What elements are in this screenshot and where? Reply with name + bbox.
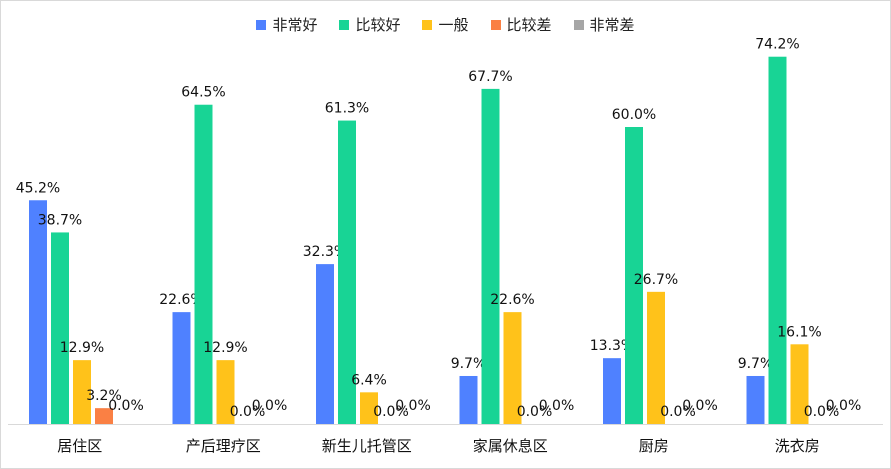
legend: 非常好 比较好 一般 比较差 非常差 xyxy=(0,14,891,35)
bar xyxy=(647,291,665,424)
data-label: 0.0% xyxy=(108,398,144,414)
data-label: 0.0% xyxy=(826,398,862,414)
legend-swatch xyxy=(422,19,433,30)
data-label: 0.0% xyxy=(252,398,288,414)
bar xyxy=(338,120,356,424)
data-label: 61.3% xyxy=(325,101,369,117)
data-label: 0.0% xyxy=(373,404,409,420)
data-label: 0.0% xyxy=(517,404,553,420)
bar xyxy=(216,360,235,424)
category-label: 居住区 xyxy=(57,437,102,455)
category-label: 家属休息区 xyxy=(473,437,548,455)
bar xyxy=(360,392,378,424)
bar xyxy=(481,88,500,424)
data-label: 26.7% xyxy=(634,272,678,288)
data-label: 9.7% xyxy=(738,356,774,372)
bar xyxy=(768,56,787,425)
data-label: 0.0% xyxy=(395,398,431,414)
legend-swatch xyxy=(339,19,350,30)
bar xyxy=(503,312,522,424)
data-label: 0.0% xyxy=(682,398,718,414)
category-label: 新生儿托管区 xyxy=(322,437,412,455)
legend-swatch xyxy=(490,19,501,30)
bar xyxy=(790,344,809,424)
data-label: 32.3% xyxy=(303,244,347,260)
legend-item: 比较好 xyxy=(339,14,400,35)
data-label: 0.0% xyxy=(804,404,840,420)
legend-item: 一般 xyxy=(422,14,469,35)
legend-item: 非常差 xyxy=(573,14,635,35)
data-label: 12.9% xyxy=(60,340,104,356)
bar xyxy=(603,358,621,424)
bar xyxy=(316,264,334,424)
data-label: 38.7% xyxy=(38,212,82,228)
legend-item: 非常好 xyxy=(256,14,317,35)
data-label: 12.9% xyxy=(203,340,247,356)
legend-item: 比较差 xyxy=(490,14,552,35)
data-label: 6.4% xyxy=(351,372,387,388)
bar xyxy=(29,200,47,424)
bar xyxy=(73,360,91,424)
category-label: 厨房 xyxy=(639,437,669,455)
bar xyxy=(95,408,113,424)
data-label: 22.6% xyxy=(490,292,534,308)
legend-label: 比较差 xyxy=(506,16,552,34)
legend-label: 非常好 xyxy=(272,16,318,34)
data-label: 45.2% xyxy=(16,180,60,196)
category-label: 产后理疗区 xyxy=(186,437,261,455)
bar xyxy=(625,127,643,424)
data-label: 74.2% xyxy=(755,37,799,53)
data-label: 16.1% xyxy=(777,324,821,340)
bar xyxy=(459,375,478,424)
category-label: 洗衣房 xyxy=(775,437,820,455)
bar xyxy=(746,375,765,424)
data-label: 9.7% xyxy=(451,356,487,372)
data-label: 22.6% xyxy=(159,292,203,308)
data-label: 3.2% xyxy=(86,388,122,404)
legend-label: 比较好 xyxy=(355,16,401,34)
data-label: 64.5% xyxy=(181,85,225,101)
legend-label: 一般 xyxy=(438,16,469,34)
bar xyxy=(194,104,213,424)
data-label: 67.7% xyxy=(468,69,512,85)
bar xyxy=(51,232,69,424)
data-label: 13.3% xyxy=(590,338,634,354)
data-label: 60.0% xyxy=(612,107,656,123)
legend-label: 非常差 xyxy=(589,16,635,34)
legend-swatch xyxy=(573,19,584,30)
bar xyxy=(172,312,191,424)
data-label: 0.0% xyxy=(660,404,696,420)
data-label: 0.0% xyxy=(230,404,266,420)
data-label: 0.0% xyxy=(539,398,575,414)
legend-swatch xyxy=(256,19,267,30)
